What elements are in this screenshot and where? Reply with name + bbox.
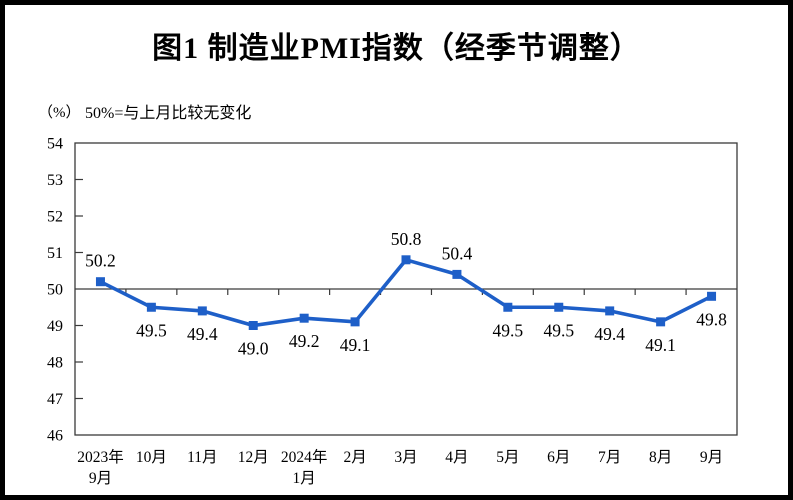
- y-axis-label: 47: [47, 391, 63, 408]
- y-axis-unit-label: （%）: [38, 105, 81, 121]
- y-axis-label: 50: [47, 282, 63, 299]
- data-point-label: 49.1: [340, 335, 371, 355]
- data-point-marker: [554, 302, 564, 312]
- data-point-label: 49.4: [187, 324, 218, 344]
- y-axis-label: 46: [47, 428, 63, 445]
- x-axis-label: 7月: [598, 449, 621, 466]
- x-axis-label: 9月: [700, 449, 723, 466]
- data-point-label: 49.5: [493, 320, 524, 340]
- x-axis-label: 11月: [187, 449, 217, 466]
- y-axis-label: 54: [47, 136, 63, 153]
- y-axis-label: 52: [47, 209, 63, 226]
- y-axis-label: 49: [47, 318, 63, 335]
- axes: [75, 178, 737, 400]
- x-axis-label: 6月: [547, 449, 570, 466]
- x-axis-label: 10月: [136, 449, 167, 466]
- data-point-marker: [503, 302, 513, 312]
- data-point-label: 49.5: [543, 320, 574, 340]
- y-axis-label: 48: [47, 355, 63, 372]
- x-axis-label: 3月: [394, 449, 417, 466]
- data-point-marker: [605, 306, 615, 316]
- data-point-label: 49.5: [136, 320, 167, 340]
- data-point-marker: [401, 255, 411, 265]
- data-point-label: 49.0: [238, 339, 269, 359]
- data-point-marker: [299, 313, 309, 323]
- data-point-label: 50.8: [391, 229, 422, 249]
- baseline-note: 50%=与上月比较无变化: [85, 105, 252, 122]
- x-axis-labels: 2023年 9月 10月 11月 12月 2024年 1月 2月 3月 4月 5月 6月 7月 8月 9月: [77, 448, 723, 487]
- data-point-label: 49.4: [594, 324, 625, 344]
- x-axis-label: 8月: [649, 449, 672, 466]
- x-axis-label: 4月: [445, 449, 468, 466]
- data-point-label: 49.1: [645, 335, 676, 355]
- data-point-marker: [656, 317, 666, 327]
- chart-title: 图1 制造业PMI指数（经季节调整）: [152, 32, 641, 65]
- x-axis-label: 2023年: [77, 448, 124, 466]
- data-point-marker: [707, 291, 717, 301]
- data-point-label: 49.8: [696, 309, 727, 329]
- x-axis-label: 5月: [496, 449, 519, 466]
- data-point-label: 49.2: [289, 331, 320, 351]
- data-point-label: 50.4: [442, 243, 473, 263]
- data-point-label: 50.2: [85, 251, 116, 271]
- x-axis-label: 12月: [238, 449, 269, 466]
- y-axis-label: 53: [47, 172, 63, 189]
- data-point-marker: [146, 302, 156, 312]
- data-point-markers: [95, 255, 717, 330]
- x-axis-label: 9月: [89, 470, 112, 487]
- data-point-marker: [197, 306, 207, 316]
- data-point-marker: [248, 321, 258, 330]
- x-axis-label: 2月: [343, 449, 366, 466]
- pmi-line-series: [98, 257, 714, 328]
- data-point-marker: [452, 269, 462, 279]
- y-axis-labels: 46 47 48 49 50 51 52 53 54: [47, 136, 63, 445]
- x-axis-label: 2024年: [281, 448, 328, 466]
- y-axis-label: 51: [47, 245, 63, 262]
- data-point-marker: [350, 317, 360, 327]
- x-axis-label: 1月: [293, 470, 316, 487]
- plot-border: [74, 142, 738, 436]
- data-point-labels: 50.2 49.5 49.4 49.0 49.2 49.1 50.8 50.4 49.5 49.5…: [85, 229, 727, 359]
- data-point-marker: [95, 277, 105, 287]
